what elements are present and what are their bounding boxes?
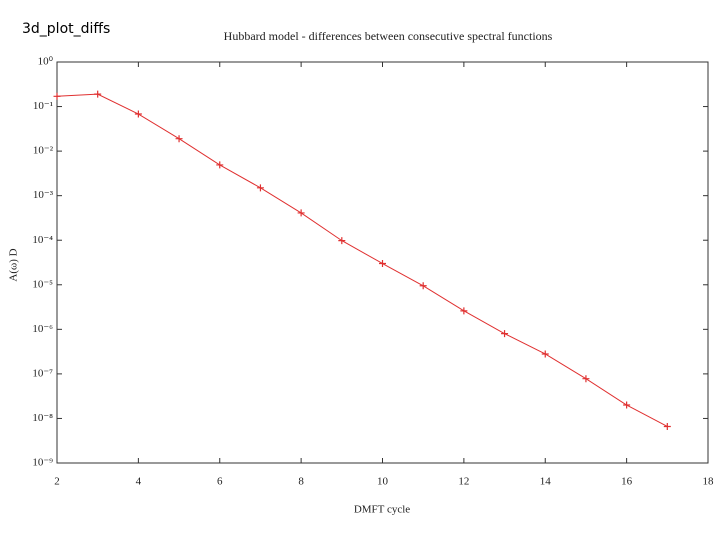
x-tick-label: 14 <box>540 476 552 488</box>
data-point <box>216 161 224 169</box>
chart-title: Hubbard model - differences between cons… <box>224 29 553 43</box>
y-tick-label: 10⁻⁸ <box>32 412 53 424</box>
y-tick-label: 10⁰ <box>38 56 54 68</box>
data-point <box>623 401 631 409</box>
y-tick-label: 10⁻⁹ <box>32 457 53 469</box>
data-point <box>256 184 264 192</box>
data-point <box>460 307 468 315</box>
y-tick-label: 10⁻¹ <box>33 100 53 112</box>
data-point <box>94 90 102 98</box>
data-point <box>297 209 305 217</box>
x-tick-label: 18 <box>703 476 715 488</box>
x-tick-label: 4 <box>136 476 142 488</box>
x-tick-label: 2 <box>54 476 60 488</box>
y-tick-label: 10⁻⁶ <box>32 323 53 335</box>
x-axis-label: DMFT cycle <box>354 504 410 516</box>
y-tick-label: 10⁻³ <box>33 189 54 201</box>
y-tick-label: 10⁻⁵ <box>32 278 53 290</box>
data-line <box>56 93 668 427</box>
data-point <box>379 260 386 268</box>
data-point <box>419 282 427 290</box>
slide-title: 3d_plot_diffs <box>22 21 110 37</box>
x-tick-label: 12 <box>458 476 469 488</box>
data-point <box>541 350 549 358</box>
data-point <box>53 92 61 100</box>
y-tick-label: 10⁻² <box>33 145 54 157</box>
y-tick-label: 10⁻⁴ <box>32 234 53 246</box>
data-point <box>663 422 671 430</box>
x-tick-label: 6 <box>217 476 223 488</box>
data-point <box>338 237 346 245</box>
data-point <box>582 375 590 383</box>
y-axis-label: A(ω) D <box>8 248 20 281</box>
y-tick-label: 10⁻⁷ <box>32 367 53 379</box>
data-point <box>134 110 142 118</box>
data-point <box>501 330 509 338</box>
x-tick-label: 8 <box>298 476 304 488</box>
x-tick-label: 16 <box>621 476 633 488</box>
x-tick-label: 10 <box>377 476 389 488</box>
data-point <box>175 135 183 143</box>
